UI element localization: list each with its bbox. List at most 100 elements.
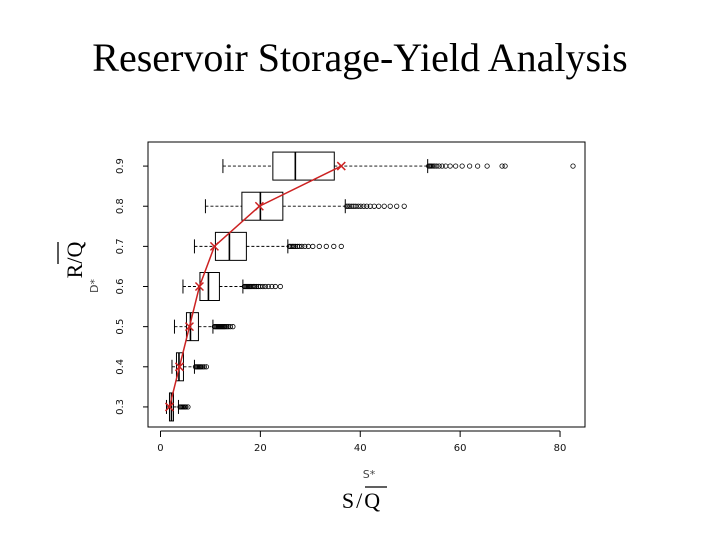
outlier-point [367, 203, 373, 209]
outlier-point [387, 203, 393, 209]
mean-marker [174, 362, 184, 372]
outlier-point [277, 283, 283, 290]
outlier-point [260, 283, 266, 290]
mean-marker [164, 402, 175, 412]
outlier-point [349, 203, 355, 209]
outlier-point [257, 283, 263, 290]
outlier-point [376, 203, 382, 209]
outlier-point [429, 163, 435, 169]
outlier-point [570, 163, 576, 169]
mean-marker [336, 161, 346, 171]
outlier-point [394, 203, 400, 209]
outlier-point [434, 163, 440, 169]
outlier-point [296, 243, 302, 249]
box-group [222, 151, 576, 181]
outlier-point [499, 163, 505, 169]
box-group [173, 312, 236, 342]
box-series [165, 151, 576, 422]
outlier-point [289, 243, 295, 249]
y-axis-title-group: R/Q [57, 242, 87, 279]
box-group [193, 231, 344, 261]
mean-marker [194, 281, 204, 292]
outlier-point [401, 203, 407, 209]
outlier-point [265, 283, 271, 290]
mean-marker-stroke [174, 362, 184, 372]
outlier-point [183, 404, 189, 410]
mean-marker [209, 241, 219, 251]
x-axis: 0 20 40 60 80 [157, 430, 567, 454]
mean-marker [254, 201, 264, 211]
outlier-point [269, 283, 275, 290]
outlier-point [201, 364, 208, 370]
mean-marker-stroke [184, 322, 194, 332]
outlier-point [484, 163, 490, 169]
outlier-point [224, 324, 230, 330]
outlier-point [430, 163, 436, 169]
outlier-point [292, 243, 298, 249]
box-group [204, 191, 407, 221]
mean-marker-stroke [254, 201, 264, 211]
outlier-point [302, 243, 308, 249]
y-tick-label: 0.4 [115, 359, 126, 375]
outlier-point [459, 163, 465, 169]
outlier-point [467, 163, 473, 169]
box-group [182, 272, 283, 302]
outlier-point [198, 364, 205, 370]
x-tick-label: 80 [554, 443, 567, 454]
mean-marker-stroke [209, 241, 219, 251]
outlier-point [344, 203, 350, 209]
y-axis: 0.3 0.4 0.5 0.6 0.7 0.8 0.9 [115, 158, 148, 415]
outlier-point [222, 324, 229, 330]
y-tick-label: 0.5 [115, 319, 126, 335]
outlier-point [200, 364, 206, 370]
outlier-point [310, 243, 316, 249]
outlier-point [358, 203, 364, 209]
mean-line-series [164, 161, 346, 412]
outlier-point [262, 283, 268, 290]
outlier-point [347, 203, 353, 209]
outlier-point [299, 243, 305, 249]
outlier-point [316, 243, 322, 249]
outlier-point [361, 203, 367, 209]
outlier-point [436, 163, 442, 169]
box-iqr [214, 231, 247, 261]
x-tick-label: 40 [354, 443, 367, 454]
outlier-point [253, 283, 259, 290]
mean-marker-stroke [194, 281, 204, 292]
outlier-point [353, 203, 359, 209]
outlier-point [272, 283, 278, 290]
x-tick-label: 60 [454, 443, 467, 454]
outlier-point [331, 243, 337, 249]
plot-frame [147, 141, 586, 428]
outlier-point [323, 243, 329, 249]
outlier-point [227, 324, 234, 330]
outlier-point [230, 324, 236, 330]
outlier-point [338, 243, 344, 249]
mean-marker-stroke [164, 402, 175, 412]
outlier-point [447, 163, 453, 169]
x-tick-label: 0 [157, 443, 163, 454]
outlier-point [291, 243, 297, 249]
mean-marker-stroke [336, 161, 346, 171]
outlier-point [502, 163, 508, 169]
x-axis-title-group: S/Q [342, 486, 387, 513]
outlier-point [453, 163, 459, 169]
y-axis-faint-label: D* [88, 279, 101, 293]
x-axis-faint-label: S* [363, 468, 376, 481]
y-tick-label: 0.7 [115, 238, 126, 254]
outlier-point [345, 203, 351, 209]
outlier-point [439, 163, 445, 169]
mean-marker [184, 322, 194, 332]
outlier-point [364, 203, 370, 209]
y-tick-label: 0.8 [115, 198, 126, 214]
y-tick-label: 0.9 [115, 158, 126, 174]
x-axis-title: S/Q [342, 488, 382, 513]
y-tick-label: 0.3 [115, 399, 126, 415]
outlier-point [475, 163, 481, 169]
y-axis-title: R/Q [62, 242, 87, 279]
y-tick-label: 0.6 [115, 279, 126, 295]
outlier-point [250, 283, 256, 290]
x-tick-label: 20 [254, 443, 267, 454]
